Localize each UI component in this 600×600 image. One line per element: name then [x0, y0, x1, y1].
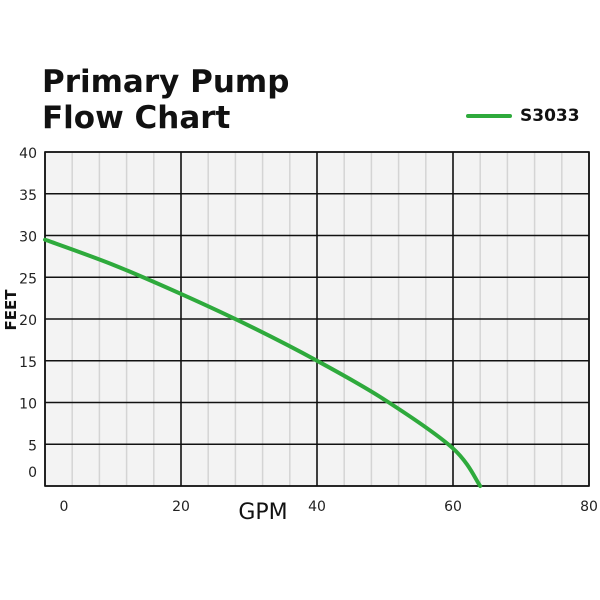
y-tick-label: 5	[28, 438, 37, 454]
series-line-S3033	[43, 237, 483, 488]
y-tick-label: 40	[19, 146, 37, 162]
y-axis-label: FEET	[2, 289, 20, 331]
x-tick-label: 0	[60, 499, 69, 515]
title-line-2: Flow Chart	[42, 100, 231, 136]
legend: S3033	[466, 106, 580, 126]
y-tick-label: 15	[19, 355, 37, 371]
y-tick-label: 0	[28, 465, 37, 481]
x-tick-label: 20	[172, 499, 190, 515]
y-tick-label: 20	[19, 313, 37, 329]
chart-title: Primary Pump Flow Chart	[42, 64, 289, 136]
legend-swatch	[466, 114, 512, 118]
y-tick-label: 25	[19, 271, 37, 287]
x-tick-label: 40	[308, 499, 326, 515]
x-tick-label: 60	[444, 499, 462, 515]
y-tick-label: 10	[19, 397, 37, 413]
legend-label: S3033	[520, 106, 580, 126]
title-line-1: Primary Pump	[42, 64, 290, 100]
y-tick-label: 35	[19, 188, 37, 204]
x-axis-label: GPM	[238, 500, 287, 525]
y-tick-label: 30	[19, 230, 37, 246]
x-tick-label: 80	[580, 499, 598, 515]
plot-border	[44, 151, 590, 487]
